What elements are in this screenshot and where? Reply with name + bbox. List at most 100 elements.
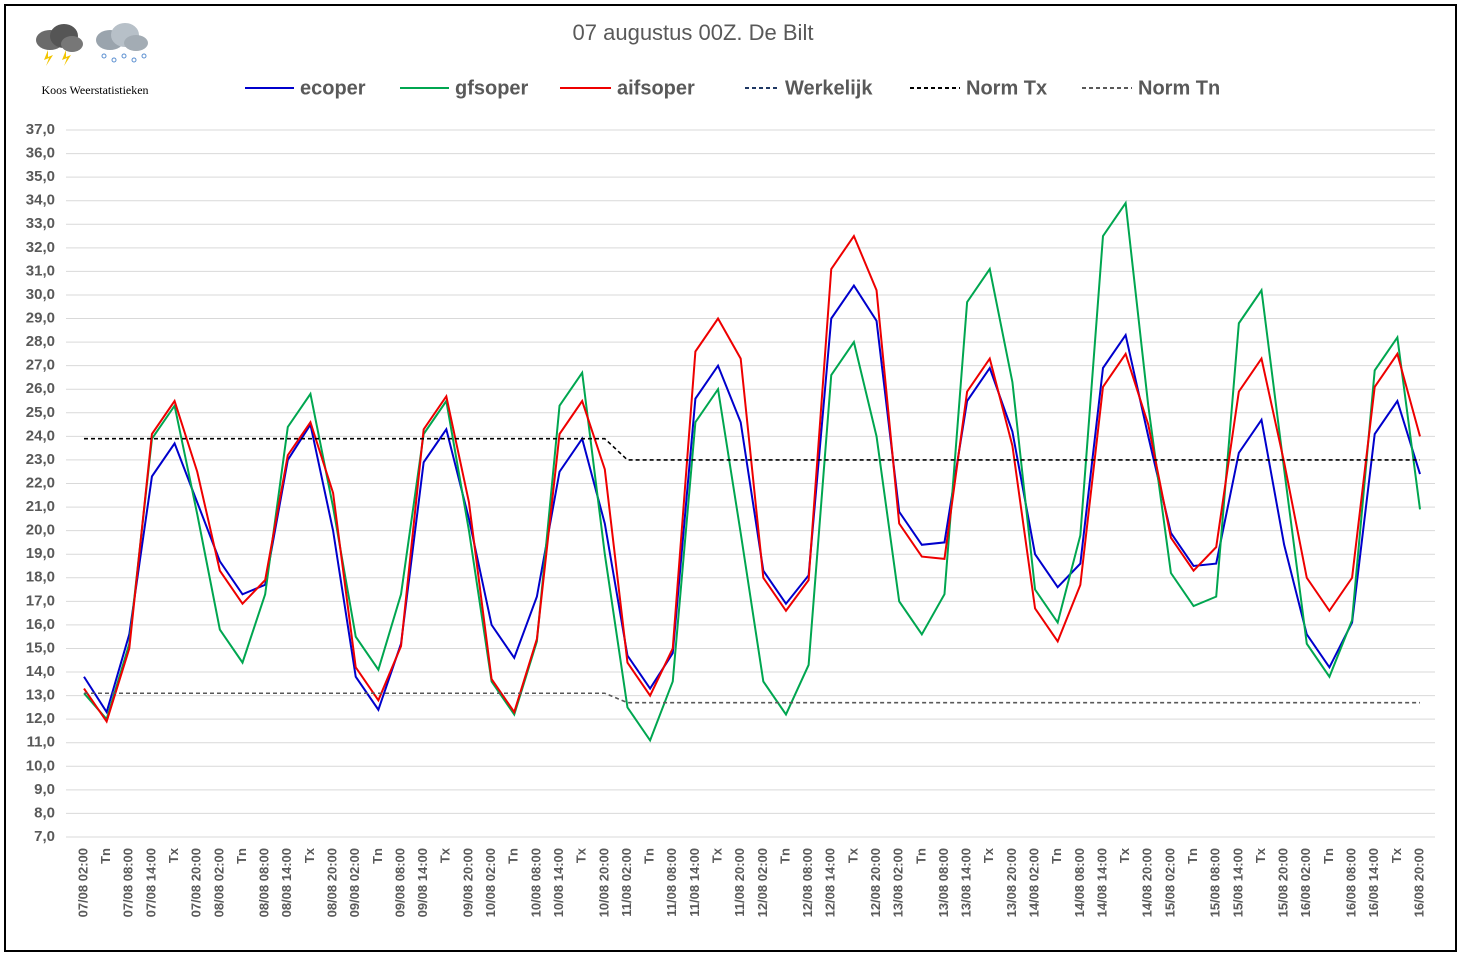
x-tick-label: 14/08 20:00 [1140, 848, 1155, 917]
x-tick-label: Tn [777, 848, 792, 864]
y-tick-label: 34,0 [26, 192, 55, 209]
x-tick-label: 08/08 02:00 [211, 848, 226, 917]
series-line [84, 437, 1420, 461]
series-line [83, 200, 1421, 743]
y-tick-label: 13,0 [26, 687, 55, 704]
x-tick-label: Tn [370, 848, 385, 864]
y-tick-label: 33,0 [26, 215, 55, 232]
x-tick-label: 14/08 08:00 [1072, 848, 1087, 917]
legend-label: gfsoper [455, 77, 529, 99]
y-tick-label: 32,0 [26, 239, 55, 256]
y-tick-label: 20,0 [26, 522, 55, 539]
x-tick-label: 13/08 14:00 [959, 848, 974, 917]
x-tick-label: 12/08 14:00 [823, 848, 838, 917]
x-tick-label: 15/08 08:00 [1208, 848, 1223, 917]
x-tick-label: 09/08 08:00 [392, 848, 407, 917]
y-tick-label: 29,0 [26, 310, 55, 327]
x-tick-label: 07/08 14:00 [143, 848, 158, 917]
legend-label: Norm Tn [1138, 77, 1220, 99]
x-tick-label: Tx [438, 847, 453, 863]
legend-label: aifsoper [617, 77, 695, 99]
x-tick-label: Tx [574, 847, 589, 863]
x-tick-label: Tn [506, 848, 521, 864]
x-tick-label: 08/08 14:00 [279, 848, 294, 917]
x-tick-label: Tn [1185, 848, 1200, 864]
x-tick-label: 10/08 20:00 [596, 848, 611, 917]
x-tick-label: 12/08 08:00 [800, 848, 815, 917]
legend-label: Werkelijk [785, 77, 873, 99]
series-line [84, 692, 1420, 704]
x-tick-label: Tn [913, 848, 928, 864]
y-tick-label: 25,0 [26, 404, 55, 421]
x-tick-label: 14/08 02:00 [1026, 848, 1041, 917]
x-tick-label: Tn [642, 848, 657, 864]
series-line [83, 233, 1421, 724]
x-tick-label: Tn [1049, 848, 1064, 864]
y-tick-label: 31,0 [26, 262, 55, 279]
x-tick-label: 12/08 20:00 [868, 848, 883, 917]
x-tick-label: Tx [981, 847, 996, 863]
x-tick-label: 15/08 20:00 [1276, 848, 1291, 917]
x-tick-label: Tn [1321, 848, 1336, 864]
y-tick-label: 21,0 [26, 498, 55, 515]
legend-label: ecoper [300, 77, 366, 99]
weather-icons [36, 23, 148, 66]
x-tick-label: Tn [98, 848, 113, 864]
y-tick-label: 15,0 [26, 639, 55, 656]
y-tick-label: 23,0 [26, 451, 55, 468]
y-tick-label: 17,0 [26, 592, 55, 609]
x-tick-label: 10/08 02:00 [483, 848, 498, 917]
x-tick-label: 16/08 20:00 [1411, 848, 1426, 917]
x-tick-label: 13/08 02:00 [891, 848, 906, 917]
x-tick-label: 15/08 02:00 [1162, 848, 1177, 917]
x-tick-label: 08/08 20:00 [325, 848, 340, 917]
x-tick-label: 10/08 14:00 [551, 848, 566, 917]
y-tick-label: 14,0 [26, 663, 55, 680]
y-tick-label: 27,0 [26, 357, 55, 374]
x-tick-label: 16/08 08:00 [1344, 848, 1359, 917]
x-tick-label: Tx [302, 847, 317, 863]
y-tick-label: 19,0 [26, 545, 55, 562]
x-tick-label: 08/08 08:00 [257, 848, 272, 917]
x-tick-label: 10/08 08:00 [528, 848, 543, 917]
x-tick-label: 16/08 14:00 [1366, 848, 1381, 917]
x-tick-label: 09/08 02:00 [347, 848, 362, 917]
y-tick-label: 18,0 [26, 569, 55, 586]
x-tick-label: 09/08 14:00 [415, 848, 430, 917]
x-tick-label: 09/08 20:00 [460, 848, 475, 917]
y-tick-label: 16,0 [26, 616, 55, 633]
x-tick-label: 14/08 14:00 [1094, 848, 1109, 917]
x-tick-label: 07/08 08:00 [121, 848, 136, 917]
y-tick-label: 10,0 [26, 757, 55, 774]
x-tick-label: 13/08 08:00 [936, 848, 951, 917]
y-tick-label: 9,0 [34, 781, 55, 798]
y-tick-label: 7,0 [34, 828, 55, 845]
chart-border [4, 4, 1457, 952]
x-tick-label: Tx [1253, 847, 1268, 863]
y-tick-label: 28,0 [26, 333, 55, 350]
x-tick-label: Tn [234, 848, 249, 864]
x-tick-label: 12/08 02:00 [755, 848, 770, 917]
y-tick-label: 12,0 [26, 710, 55, 727]
legend-label: Norm Tx [966, 77, 1047, 99]
x-tick-label: 11/08 20:00 [732, 848, 747, 917]
x-tick-label: 16/08 02:00 [1298, 848, 1313, 917]
x-tick-label: 11/08 02:00 [619, 848, 634, 917]
y-tick-label: 24,0 [26, 427, 55, 444]
y-tick-label: 30,0 [26, 286, 55, 303]
y-tick-label: 36,0 [26, 145, 55, 162]
x-tick-label: Tx [1117, 847, 1132, 863]
x-tick-label: Tx [845, 847, 860, 863]
x-tick-label: Tx [709, 847, 724, 863]
y-tick-label: 22,0 [26, 474, 55, 491]
chart-title: 07 augustus 00Z. De Bilt [573, 20, 814, 45]
y-tick-label: 26,0 [26, 380, 55, 397]
y-tick-label: 37,0 [26, 121, 55, 138]
y-tick-label: 8,0 [34, 804, 55, 821]
x-tick-label: Tx [166, 847, 181, 863]
x-tick-label: 11/08 14:00 [687, 848, 702, 917]
chart-subtitle: Koos Weerstatistieken [41, 83, 148, 97]
x-tick-label: 13/08 20:00 [1004, 848, 1019, 917]
x-tick-label: 15/08 14:00 [1230, 848, 1245, 917]
